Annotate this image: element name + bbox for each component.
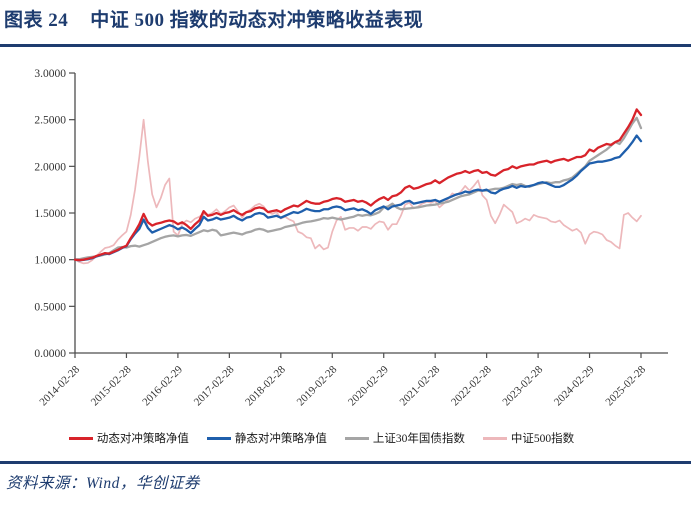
x-tick-label: 2024-02-29 <box>552 363 597 408</box>
legend-label: 中证500指数 <box>510 433 575 445</box>
legend-item-dynamic-hedge: 动态对冲策略净值 <box>68 430 189 446</box>
x-tick-label: 2025-02-28 <box>603 363 648 408</box>
x-tick-label: 2022-02-28 <box>449 363 494 408</box>
figure-label: 图表 24 <box>4 10 69 31</box>
y-tick-label: 1.0000 <box>34 255 66 267</box>
legend-swatch-pink-line <box>482 436 507 440</box>
legend-label: 静态对冲策略净值 <box>234 433 327 445</box>
x-tick-label: 2023-02-28 <box>500 363 545 408</box>
series-line-3 <box>74 118 642 265</box>
data-source-note: 资料来源：Wind，华创证券 <box>6 475 200 492</box>
legend-label: 上证30年国债指数 <box>372 433 465 445</box>
x-tick-label: 2017-02-28 <box>192 363 237 408</box>
x-tick-label: 2018-02-28 <box>243 363 288 408</box>
legend-item-csi500-index: 中证500指数 <box>482 430 575 446</box>
x-tick-label: 2016-02-29 <box>140 363 185 408</box>
y-tick-label: 0.5000 <box>34 301 66 313</box>
legend-item-treasury-index: 上证30年国债指数 <box>344 430 465 446</box>
y-tick-label: 0.0000 <box>34 348 66 360</box>
performance-line-chart: 0.0000 0.5000 1.0000 1.5000 2.0000 2.5000 3.00… <box>34 68 668 408</box>
figure-title-text: 中证 500 指数的动态对冲策略收益表现 <box>90 10 424 31</box>
x-tick-label: 2021-02-28 <box>398 363 443 408</box>
y-tick-label: 2.5000 <box>34 115 66 127</box>
x-tick-label: 2020-02-29 <box>346 363 391 408</box>
title-divider-line <box>0 44 691 47</box>
y-tick-label: 1.5000 <box>34 208 66 220</box>
legend-item-static-hedge: 静态对冲策略净值 <box>206 430 327 446</box>
chart-legend: 动态对冲策略净值 静态对冲策略净值 上证30年国债指数 中证500指数 <box>0 430 691 446</box>
series-line-2 <box>73 116 643 261</box>
figure-title: 图表 24 中证 500 指数的动态对冲策略收益表现 <box>4 5 687 32</box>
x-tick-label: 2019-02-28 <box>295 363 340 408</box>
y-tick-label: 2.0000 <box>34 161 66 173</box>
legend-swatch-red-line <box>68 436 93 440</box>
legend-swatch-blue-line <box>206 436 231 440</box>
x-tick-label: 2015-02-28 <box>89 363 134 408</box>
legend-swatch-gray-line <box>344 436 369 440</box>
x-tick-label: 2014-02-28 <box>37 363 82 408</box>
footer-divider-line <box>0 461 691 464</box>
legend-label: 动态对冲策略净值 <box>96 433 189 445</box>
y-tick-label: 3.0000 <box>34 68 66 80</box>
series-line-1 <box>73 134 643 262</box>
series-line-0 <box>73 108 643 262</box>
